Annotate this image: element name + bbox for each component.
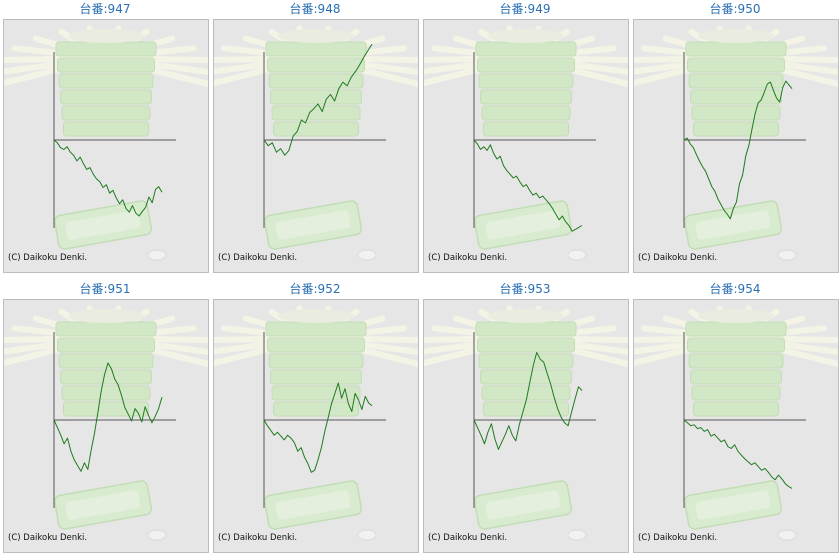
chart-panel: (C) Daikoku Denki. xyxy=(423,19,629,273)
chart-svg xyxy=(214,305,418,541)
series-line xyxy=(683,80,793,220)
copyright-text: (C) Daikoku Denki. xyxy=(218,253,298,263)
series-line xyxy=(473,352,583,450)
chart-title[interactable]: 台番:951 xyxy=(79,282,131,296)
slot-tray-background xyxy=(4,25,208,261)
chart-panel: (C) Daikoku Denki. xyxy=(633,19,839,273)
series-line xyxy=(683,419,793,489)
machine-chart-5: 台番:952 (C) Daikoku Denki. xyxy=(210,280,420,558)
slot-tray-background xyxy=(424,305,628,541)
chart-title[interactable]: 台番:952 xyxy=(289,282,341,296)
copyright-text: (C) Daikoku Denki. xyxy=(218,533,298,543)
chart-panel: (C) Daikoku Denki. xyxy=(633,299,839,553)
chart-svg xyxy=(424,305,628,541)
series-line xyxy=(53,139,163,217)
machine-chart-6: 台番:953 (C) Daikoku Denki. xyxy=(420,280,630,558)
chart-title[interactable]: 台番:947 xyxy=(79,2,131,16)
series-line xyxy=(263,43,373,156)
copyright-text: (C) Daikoku Denki. xyxy=(428,253,508,263)
machine-chart-1: 台番:948 (C) Daikoku Denki. xyxy=(210,0,420,278)
series-line xyxy=(473,139,583,232)
chart-svg xyxy=(214,25,418,261)
slot-tray-background xyxy=(214,25,418,261)
chart-title[interactable]: 台番:953 xyxy=(499,282,551,296)
series-line xyxy=(263,382,373,473)
slot-tray-background xyxy=(214,305,418,541)
copyright-text: (C) Daikoku Denki. xyxy=(638,253,718,263)
chart-panel: (C) Daikoku Denki. xyxy=(3,19,209,273)
machine-chart-4: 台番:951 (C) Daikoku Denki. xyxy=(0,280,210,558)
chart-svg xyxy=(424,25,628,261)
chart-svg xyxy=(4,25,208,261)
chart-svg xyxy=(634,25,838,261)
chart-panel: (C) Daikoku Denki. xyxy=(213,19,419,273)
slot-tray-background xyxy=(634,305,838,541)
copyright-text: (C) Daikoku Denki. xyxy=(638,533,718,543)
chart-title[interactable]: 台番:948 xyxy=(289,2,341,16)
copyright-text: (C) Daikoku Denki. xyxy=(8,533,88,543)
chart-svg xyxy=(4,305,208,541)
slot-tray-background xyxy=(4,305,208,541)
chart-panel: (C) Daikoku Denki. xyxy=(3,299,209,553)
machine-chart-3: 台番:950 (C) Daikoku Denki. xyxy=(630,0,840,278)
copyright-text: (C) Daikoku Denki. xyxy=(8,253,88,263)
slot-tray-background xyxy=(424,25,628,261)
chart-title[interactable]: 台番:954 xyxy=(709,282,761,296)
machine-chart-7: 台番:954 (C) Daikoku Denki. xyxy=(630,280,840,558)
chart-panel: (C) Daikoku Denki. xyxy=(423,299,629,553)
chart-title[interactable]: 台番:950 xyxy=(709,2,761,16)
chart-svg xyxy=(634,305,838,541)
chart-panel: (C) Daikoku Denki. xyxy=(213,299,419,553)
slot-tray-background xyxy=(634,25,838,261)
chart-title[interactable]: 台番:949 xyxy=(499,2,551,16)
machine-chart-2: 台番:949 (C) Daikoku Denki. xyxy=(420,0,630,278)
machine-chart-0: 台番:947 (C) Daikoku Denki. xyxy=(0,0,210,278)
series-line xyxy=(53,362,163,472)
copyright-text: (C) Daikoku Denki. xyxy=(428,533,508,543)
